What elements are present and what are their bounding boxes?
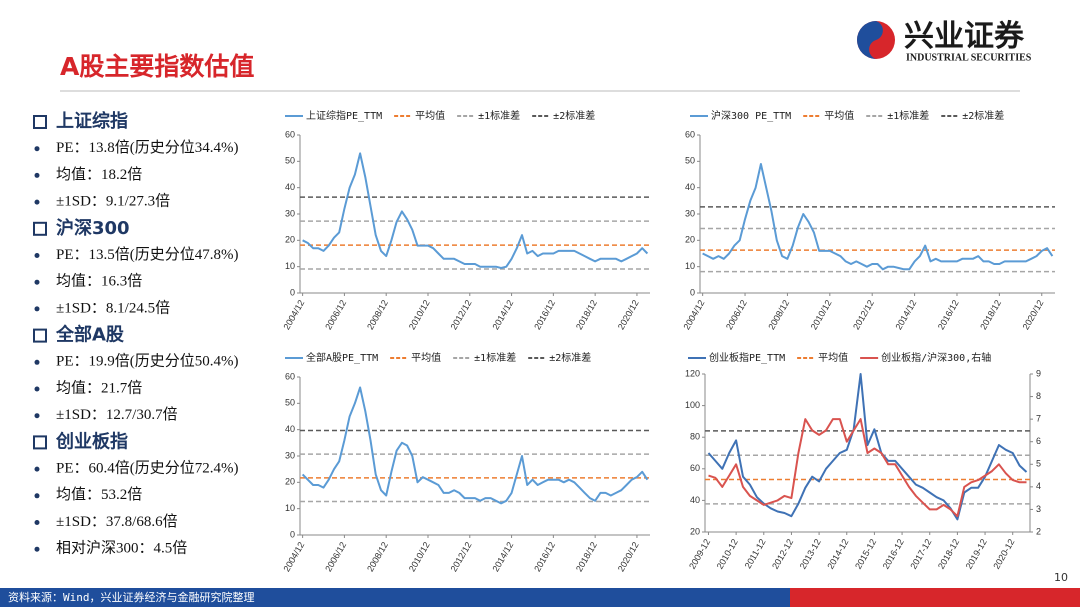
section-item: PE：60.4倍(历史分位72.4%) <box>56 460 239 477</box>
legend-label: ±2标准差 <box>962 109 1004 122</box>
y-tick-label: 40 <box>685 182 695 192</box>
section-item: ±1SD：8.1/24.5倍 <box>56 299 170 316</box>
section-item: PE：13.5倍(历史分位47.8%) <box>56 246 239 263</box>
logo-text: 兴业证券 <box>904 19 1025 54</box>
heading-box <box>33 328 47 343</box>
legend-label: 沪深300 PE_TTM <box>711 109 791 122</box>
bullet <box>34 546 40 552</box>
section-item: PE：19.9倍(历史分位50.4%) <box>56 353 239 370</box>
bullet <box>34 386 40 392</box>
section-item: ±1SD：12.7/30.7倍 <box>56 406 178 423</box>
legend-label: ±2标准差 <box>553 109 595 122</box>
section-item: ±1SD：37.8/68.6倍 <box>56 513 178 530</box>
y2-tick-label: 4 <box>1036 481 1041 491</box>
y-tick-label: 40 <box>285 424 295 434</box>
legend-label: 平均值 <box>411 351 441 364</box>
bullet <box>34 413 40 419</box>
y-tick-label: 80 <box>690 432 700 442</box>
y2-tick-label: 2 <box>1036 526 1041 536</box>
section-heading: 沪深300 <box>56 217 130 239</box>
slide-title: A股主要指数估值 <box>60 52 254 81</box>
y-tick-label: 30 <box>285 450 295 460</box>
section-heading: 创业板指 <box>55 430 128 452</box>
bullet <box>34 172 40 178</box>
legend-label: ±1标准差 <box>474 351 516 364</box>
bullet <box>34 466 40 472</box>
bullet <box>34 493 40 499</box>
series-line <box>301 386 649 505</box>
section-heading: 上证综指 <box>56 110 128 132</box>
y-tick-label: 20 <box>685 235 695 245</box>
series-line <box>302 152 649 269</box>
legend-label: 平均值 <box>824 109 854 122</box>
y2-tick-label: 5 <box>1036 459 1041 469</box>
y-tick-label: 20 <box>285 477 295 487</box>
y-tick-label: 20 <box>285 235 295 245</box>
y-tick-label: 30 <box>685 208 695 218</box>
y2-tick-label: 8 <box>1036 391 1041 401</box>
section-item: ±1SD：9.1/27.3倍 <box>56 193 170 210</box>
heading-box <box>33 221 47 236</box>
y-tick-label: 60 <box>285 129 295 139</box>
y2-tick-label: 7 <box>1036 414 1041 424</box>
bullet <box>34 306 40 312</box>
section-item: 均值：53.2倍 <box>56 486 142 503</box>
heading-box <box>33 435 47 450</box>
footer-source: 资料来源：Wind，兴业证券经济与金融研究院整理 <box>8 590 255 604</box>
y-tick-label: 0 <box>290 287 295 297</box>
section-heading: 全部A股 <box>55 324 125 346</box>
y-tick-label: 60 <box>690 463 700 473</box>
footer-bar-accent <box>790 588 1080 607</box>
y2-tick-label: 9 <box>1036 368 1041 378</box>
legend-label: 创业板指/沪深300,右轴 <box>881 351 991 364</box>
y-tick-label: 10 <box>285 261 295 271</box>
y-tick-label: 60 <box>685 129 695 139</box>
legend-label: ±1标准差 <box>478 109 520 122</box>
y-tick-label: 40 <box>690 495 700 505</box>
y-tick-label: 10 <box>285 503 295 513</box>
y-tick-label: 50 <box>685 156 695 166</box>
section-item: 均值：16.3倍 <box>56 273 142 290</box>
legend-label: 全部A股PE_TTM <box>306 351 378 364</box>
logo-mark-inner <box>857 21 883 59</box>
series-line <box>708 418 1027 518</box>
y-tick-label: 50 <box>285 156 295 166</box>
heading-box <box>33 115 47 129</box>
y-tick-label: 30 <box>285 208 295 218</box>
y-tick-label: 100 <box>685 400 700 410</box>
y-tick-label: 0 <box>290 529 295 539</box>
section-item: 相对沪深300：4.5倍 <box>56 540 187 557</box>
y-tick-label: 40 <box>285 182 295 192</box>
y-tick-label: 120 <box>685 368 700 378</box>
section-item: 均值：18.2倍 <box>56 166 142 183</box>
series-line <box>707 373 1028 521</box>
series-line <box>702 163 1054 271</box>
legend-label: 平均值 <box>415 109 445 122</box>
bullet <box>34 146 40 152</box>
y-tick-label: 20 <box>690 526 700 536</box>
legend-label: ±1标准差 <box>887 109 929 122</box>
bullet <box>34 199 40 205</box>
y-tick-label: 50 <box>285 398 295 408</box>
footer-bar <box>0 588 790 607</box>
bullet <box>34 359 40 365</box>
bullet <box>34 279 40 285</box>
legend-label: 上证综指PE_TTM <box>306 109 382 122</box>
legend-label: 平均值 <box>818 351 848 364</box>
y2-tick-label: 3 <box>1036 504 1041 514</box>
y2-tick-label: 6 <box>1036 436 1041 446</box>
logo-subtext: INDUSTRIAL SECURITIES <box>906 52 1032 63</box>
bullet <box>34 520 40 525</box>
y-tick-label: 0 <box>690 287 695 297</box>
legend-label: ±2标准差 <box>549 351 591 364</box>
section-item: PE：13.8倍(历史分位34.4%) <box>56 139 239 156</box>
legend-label: 创业板指PE_TTM <box>709 351 785 364</box>
y-tick-label: 10 <box>685 261 695 271</box>
page-number: 10 <box>1054 571 1068 584</box>
section-item: 均值：21.7倍 <box>56 379 142 396</box>
y-tick-label: 60 <box>285 371 295 381</box>
bullet <box>34 253 40 258</box>
